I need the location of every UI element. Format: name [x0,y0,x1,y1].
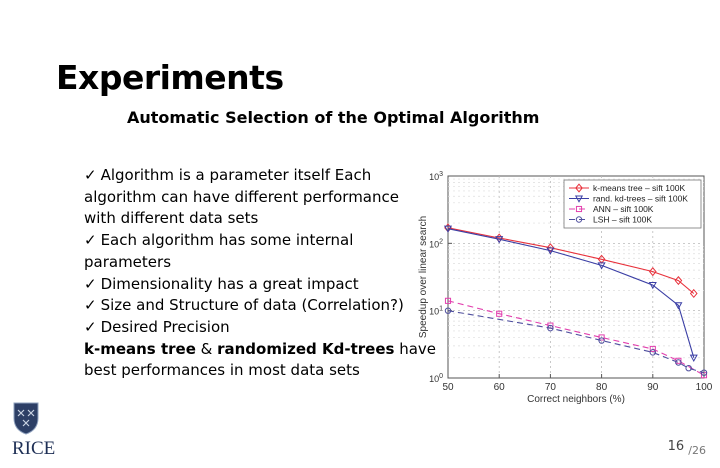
check-icon: ✓ [84,166,97,184]
data-point [700,369,708,376]
legend-label: ANN – sift 100K [593,204,654,214]
data-point [598,337,605,344]
legend-label: rand. kd-trees – sift 100K [593,194,688,204]
series-line [447,228,695,358]
y-axis-label: Speedup over linear search [418,216,429,338]
legend-marker [575,205,583,213]
check-icon: ✓ [84,296,97,315]
bullet-continuation: parameters [84,252,172,271]
data-point [648,267,657,277]
data-point [689,354,698,362]
data-point [444,297,452,304]
data-point [675,359,682,366]
x-tick-label: 70 [545,382,557,393]
summary-rest: have [394,339,436,358]
legend-marker [575,216,583,223]
page-current: 16 [667,439,685,454]
y-tick-label: 102 [429,238,443,249]
data-point [685,364,692,372]
data-point [649,349,657,356]
slide-title: Experiments [56,58,284,97]
bullet-item: ✓ Desired Precision [84,317,414,339]
series-line [447,300,705,376]
page-total: /26 [688,444,706,457]
data-point [689,288,698,299]
legend-label: LSH – sift 100K [593,215,652,225]
bullet-text: Each algorithm has some internal [100,231,354,250]
check-icon: ✓ [84,274,97,293]
bullet-continuation: with different data sets [84,209,259,228]
bullet-item: ✓ Each algorithm has some internal [84,230,414,252]
series-1 [443,225,698,362]
bullet-text: Size and Structure of data (Correlation?… [100,296,404,315]
x-tick-label: 80 [596,382,608,393]
data-point [443,225,453,233]
data-point [496,310,503,317]
x-axis-label: Correct neighbors (%) [527,394,625,405]
data-point [649,345,656,353]
series-3 [444,307,708,376]
x-tick-label: 100 [696,382,712,393]
summary-amp: & [195,339,218,358]
page-number: 16 /26 [667,439,706,457]
check-icon: ✓ [84,231,97,250]
bullet-item: ✓ Size and Structure of data (Correlation… [84,295,414,317]
summary-bold-kmeans: k-means tree [84,339,196,358]
bullet-text: Dimensionality has a great impact [100,274,359,293]
x-tick-label: 50 [442,382,454,393]
summary-line: k-means tree & randomized Kd-trees have [84,339,436,361]
data-point [674,275,683,286]
legend-marker [575,183,583,193]
check-icon: ✓ [84,317,97,336]
data-point [674,302,683,310]
data-point [495,236,504,244]
series-line [447,227,695,294]
data-point [546,243,555,253]
y-tick-label: 100 [429,373,443,384]
legend-label: k-means tree – sift 100K [593,183,685,193]
series-line [447,310,705,374]
slide-subtitle: Automatic Selection of the Optimal Algor… [127,108,540,127]
rice-logo: RICE [12,402,55,459]
x-tick-label: 90 [647,382,659,393]
bullet-item: ✓ Algorithm is a parameter itself Each [84,165,414,187]
bullet-item: ✓ Dimensionality has a great impact [84,274,414,296]
logo-text: RICE [12,438,55,459]
bullet-continuation: algorithm can have different performance [84,187,399,206]
bullet-list: ✓ Algorithm is a parameter itself Each al… [84,165,436,382]
data-point [598,334,605,341]
shield-icon [13,402,39,435]
summary-continuation: best performances in most data sets [84,361,360,380]
bullet-text: Algorithm is a parameter itself Each [100,166,372,184]
bullet-text: Desired Precision [100,317,230,336]
data-point [546,247,555,255]
speedup-chart: 50 60 70 80 90 100 100 101 102 103 Correct neighbo… [418,171,712,405]
legend-marker [574,195,584,203]
data-point [648,282,657,290]
data-point [597,262,606,270]
data-point [547,324,554,332]
x-tick-label: 60 [494,382,506,393]
summary-bold-kdtrees: randomized Kd-trees [217,339,395,358]
y-tick-label: 103 [429,171,443,182]
data-point [444,307,452,314]
y-tick-label: 101 [429,306,443,317]
